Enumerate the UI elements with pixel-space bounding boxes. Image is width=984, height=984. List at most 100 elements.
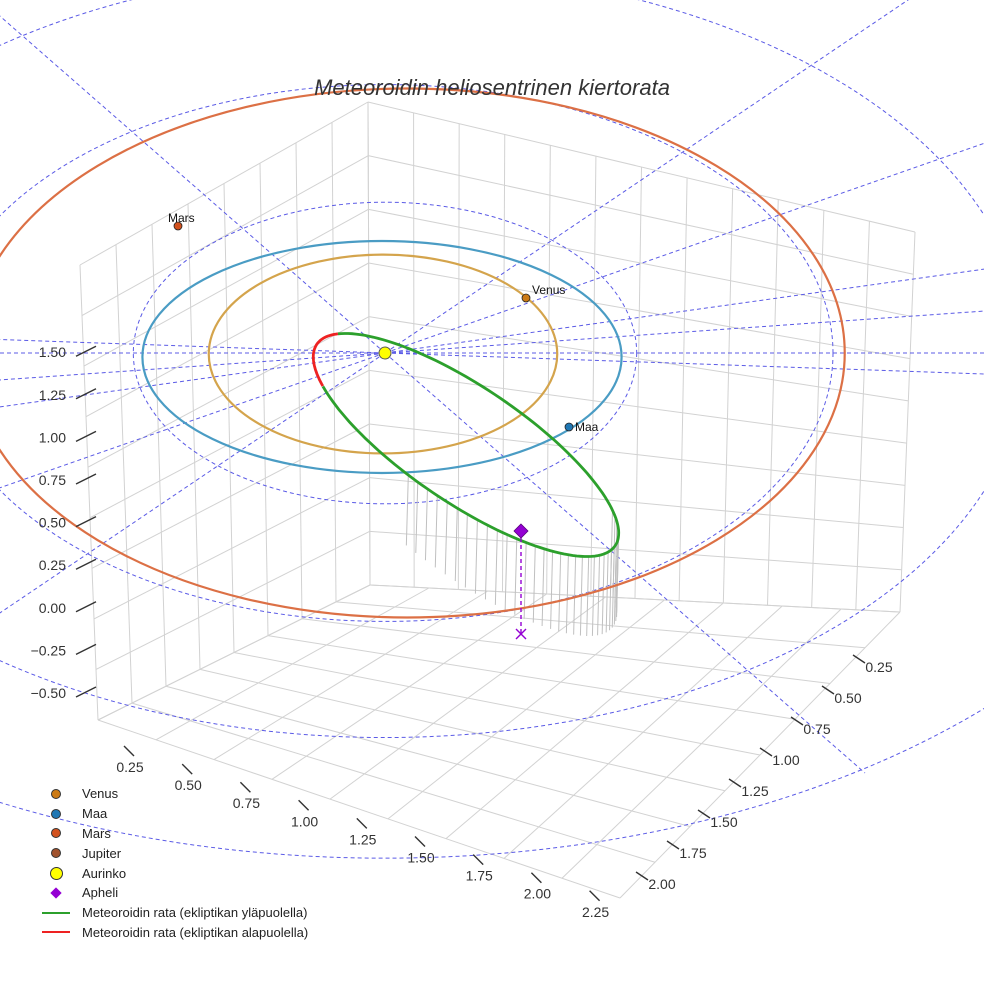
ecliptic-ray (384, 352, 866, 774)
orbit-drop-line (613, 543, 617, 625)
z-tick-label: 0.75 (39, 472, 66, 488)
z-tick-mark (75, 515, 97, 528)
legend-sun: Aurinko (36, 863, 456, 883)
y-tick-mark (728, 778, 742, 788)
orbit-drop-line (454, 508, 458, 582)
legend-aphelion: Apheli (36, 883, 456, 903)
ecliptic-ray (384, 142, 984, 354)
meteoroid-orbit (311, 332, 621, 633)
ecliptic-reference-grid (0, 0, 984, 859)
legend-label: Apheli (82, 885, 119, 901)
orbit-drop-line (484, 525, 488, 600)
orbit-drop-line (523, 542, 527, 619)
x-tick-label: 1.00 (291, 813, 318, 829)
grid-line (97, 719, 621, 899)
ecliptic-ray (384, 0, 909, 354)
grid-line (87, 316, 370, 468)
grid-line (89, 369, 370, 519)
orbit-drop-line (514, 538, 518, 615)
aphelion-projection-stroke (515, 628, 527, 640)
grid-lines (79, 101, 916, 899)
grid-line (151, 224, 167, 687)
x-tick-label: 1.75 (466, 868, 493, 884)
y-tick-mark (666, 840, 680, 850)
x-tick-label: 2.25 (582, 904, 609, 920)
meteoroid-orbit-above (321, 332, 621, 558)
z-tick-label: −0.25 (31, 642, 67, 658)
grid-line (855, 221, 870, 610)
grid-line (722, 188, 734, 604)
ecliptic-ray (384, 352, 984, 375)
y-tick-label: 1.75 (679, 845, 706, 861)
grid-line (369, 530, 902, 571)
y-tick-mark (790, 716, 804, 726)
orbit-drop-line (609, 549, 613, 631)
legend-label: Aurinko (82, 865, 127, 881)
legend-label: Meteoroidin rata (ekliptikan alapuolella… (82, 924, 309, 940)
z-tick-label: 0.00 (39, 600, 66, 616)
grid-line (259, 163, 269, 636)
x-tick-mark (589, 890, 601, 902)
axis-ticks: −0.50−0.250.000.250.500.751.001.251.500.… (31, 344, 893, 920)
z-tick-mark (75, 686, 97, 698)
x-tick-mark (472, 854, 484, 866)
orbit-drop-line (615, 540, 619, 622)
orbit-drop-line (586, 556, 590, 636)
y-tick-mark (759, 747, 773, 757)
orbit-drop-line (504, 534, 508, 610)
orbit-drop-line (597, 555, 601, 636)
legend-symbol (36, 845, 76, 861)
legend-orbit-below: Meteoroidin rata (ekliptikan alapuolella… (36, 923, 456, 943)
ecliptic-ring (132, 201, 638, 505)
orbit-drop-line (550, 551, 554, 629)
orbit-drop-line (591, 556, 595, 636)
z-tick-mark (75, 345, 97, 357)
grid-line (368, 155, 914, 275)
grid-line (502, 134, 506, 592)
orbit-drop-line (605, 552, 609, 633)
grid-line (634, 166, 642, 599)
legend-dot (51, 848, 61, 859)
legend-symbol (36, 806, 76, 822)
legend-dot (51, 788, 61, 799)
grid-line (165, 685, 691, 827)
planet-markers: Venus Maa Mars (168, 211, 599, 640)
ecliptic-ring (0, 84, 834, 622)
legend-symbol (36, 885, 76, 901)
z-tick-mark (75, 388, 97, 400)
orbit-drop-line (424, 488, 428, 561)
x-tick-label: 0.50 (175, 777, 202, 793)
grid-line (369, 477, 904, 529)
orbit-drop-line (405, 475, 409, 546)
z-tick-mark (75, 601, 97, 613)
legend-dot (49, 866, 63, 880)
x-tick-mark (298, 799, 310, 811)
grid-line (546, 145, 551, 595)
z-tick-mark (75, 558, 97, 570)
orbit-drop-line (532, 545, 536, 623)
legend-mars: Mars (36, 824, 456, 844)
orbit-drop-line (616, 536, 620, 618)
legend-orbit-above: Meteoroidin rata (ekliptikan yläpuolella… (36, 903, 456, 923)
orbit-drop-line (558, 553, 562, 632)
grid-line (457, 123, 460, 590)
orbit-drop-line (573, 555, 577, 635)
ecliptic-ray (0, 352, 386, 489)
x-tick-mark (181, 763, 193, 775)
grid-line (590, 156, 597, 597)
y-tick-mark (697, 809, 711, 819)
grid-line (233, 652, 761, 756)
grid-line (767, 199, 779, 606)
y-tick-mark (852, 654, 866, 664)
mars-marker (173, 221, 183, 231)
grid-line (368, 208, 912, 317)
legend-line (42, 911, 70, 914)
orbit-drop-line (434, 495, 438, 568)
grid-line (267, 635, 796, 720)
y-tick-mark (635, 871, 649, 881)
grid-line (85, 262, 369, 418)
grid-line (115, 244, 133, 704)
grid-line (187, 203, 201, 670)
grid-line (368, 316, 909, 402)
